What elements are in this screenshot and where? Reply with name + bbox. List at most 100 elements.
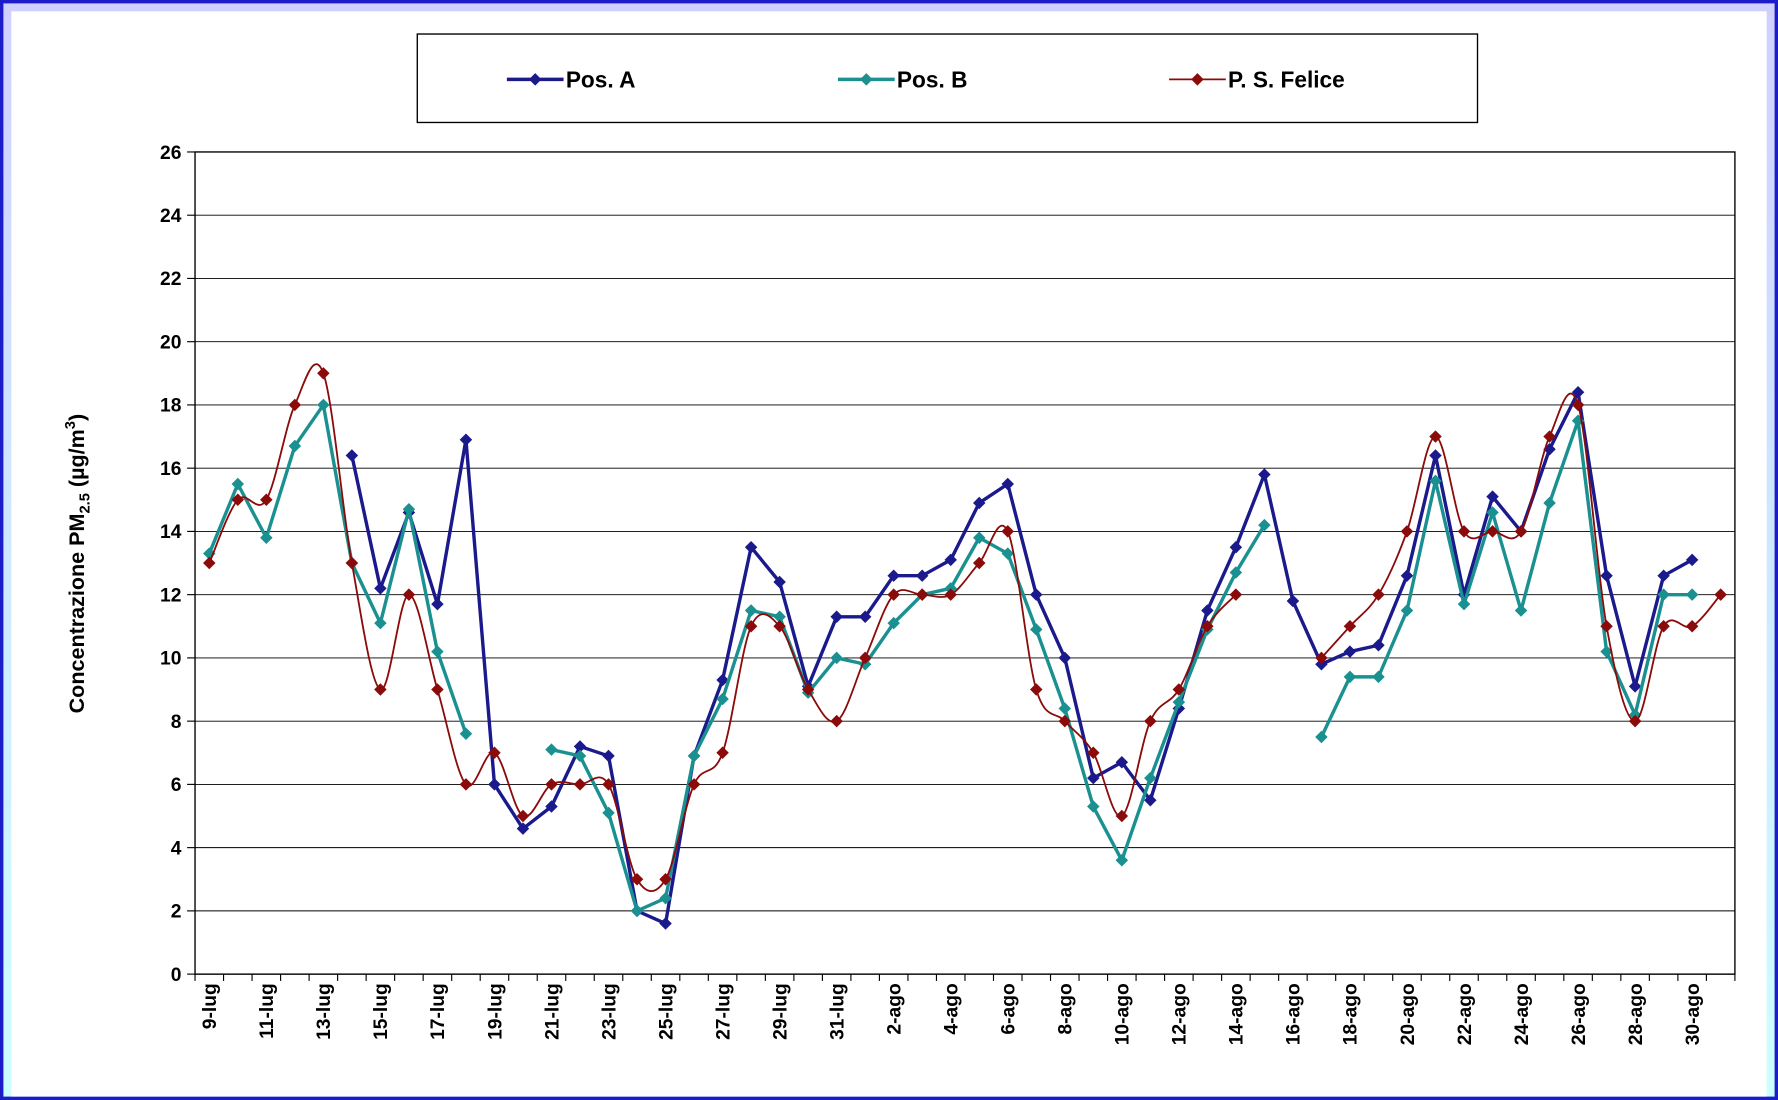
data-point <box>972 496 986 510</box>
y-axis-label-sup: 3 <box>63 421 79 429</box>
data-point <box>1172 695 1186 709</box>
y-axis-label: Concentrazione PM2.5 (µg/m3) <box>63 414 94 714</box>
x-tick-label: 21-lug <box>542 983 563 1040</box>
series-line <box>208 363 1722 893</box>
data-point <box>1543 496 1556 510</box>
data-point <box>1628 680 1642 693</box>
data-point <box>374 582 387 595</box>
data-point <box>1657 569 1670 582</box>
data-point <box>887 569 900 582</box>
x-tick-label: 6-ago <box>999 983 1020 1035</box>
data-point <box>260 531 273 544</box>
data-point <box>915 569 929 582</box>
data-point <box>1087 800 1100 813</box>
data-point <box>1144 771 1157 785</box>
data-point <box>431 645 444 658</box>
data-point <box>1657 588 1670 601</box>
x-tick-label: 25-lug <box>656 983 677 1040</box>
data-point <box>1600 620 1613 633</box>
data-point <box>1628 714 1642 728</box>
x-tick-label: 30-ago <box>1683 983 1704 1045</box>
x-tick-label: 15-lug <box>371 983 392 1040</box>
x-tick-label: 10-ago <box>1113 983 1134 1045</box>
x-tick-label: 14-ago <box>1227 983 1248 1045</box>
legend-box <box>416 33 1479 124</box>
data-point <box>972 556 986 570</box>
x-tick-label: 27-lug <box>713 983 734 1040</box>
data-point <box>1429 430 1442 443</box>
data-point <box>1115 756 1129 769</box>
y-axis-label-sub: 2.5 <box>78 493 94 513</box>
legend-label: Pos. B <box>897 66 968 92</box>
data-point <box>1286 594 1300 608</box>
x-tick-label: 20-ago <box>1398 983 1419 1045</box>
data-point <box>459 433 473 446</box>
data-point <box>944 588 957 601</box>
series-line <box>207 403 1693 913</box>
y-tick-label: 18 <box>160 396 182 417</box>
data-point <box>231 493 245 507</box>
data-point <box>1315 730 1328 744</box>
data-point <box>602 806 615 820</box>
data-point <box>744 540 758 554</box>
x-tick-label: 22-ago <box>1455 983 1476 1045</box>
legend-label: P. S. Felice <box>1228 66 1345 92</box>
data-point <box>1001 477 1014 491</box>
data-point <box>1229 540 1243 554</box>
data-point <box>1229 588 1243 601</box>
data-point <box>1058 714 1072 728</box>
data-point <box>887 616 900 630</box>
data-point <box>716 673 729 687</box>
data-point <box>203 556 216 570</box>
y-tick-label: 26 <box>160 143 182 164</box>
y-axis-label-part: Concentrazione PM <box>65 514 89 714</box>
y-tick-label: 0 <box>171 965 182 986</box>
data-point <box>402 588 416 601</box>
x-tick-label: 19-lug <box>485 983 506 1040</box>
y-tick-label: 2 <box>171 902 182 923</box>
y-tick-label: 16 <box>160 459 182 480</box>
x-tick-label: 28-ago <box>1626 983 1647 1045</box>
data-point <box>1343 620 1357 633</box>
data-point <box>1685 588 1699 601</box>
x-tick-label: 2-ago <box>884 983 905 1035</box>
x-tick-label: 31-lug <box>827 983 848 1040</box>
x-tick-label: 4-ago <box>942 983 963 1035</box>
data-point <box>459 727 473 741</box>
y-axis-label-part: ) <box>65 414 89 421</box>
y-tick-label: 24 <box>160 206 182 227</box>
data-point <box>1657 620 1670 633</box>
data-point <box>858 610 872 624</box>
data-point <box>260 493 273 507</box>
data-point <box>972 531 986 544</box>
y-axis-label-part: (µg/m <box>65 429 89 493</box>
data-point <box>1201 620 1214 633</box>
x-tick-label: 8-ago <box>1056 983 1077 1035</box>
legend-label: Pos. A <box>566 66 636 92</box>
data-point <box>1115 809 1129 823</box>
data-point <box>659 891 672 905</box>
x-tick-label: 24-ago <box>1512 983 1533 1045</box>
y-tick-label: 4 <box>171 838 182 859</box>
y-tick-label: 14 <box>160 522 182 543</box>
x-tick-label: 13-lug <box>314 983 335 1040</box>
y-tick-label: 8 <box>171 712 182 733</box>
data-point <box>1144 793 1157 807</box>
data-point <box>1343 645 1357 658</box>
data-point <box>1685 620 1699 633</box>
data-point <box>1144 714 1157 728</box>
x-tick-label: 29-lug <box>770 983 791 1040</box>
legend-marker <box>860 73 873 86</box>
data-point <box>1486 490 1499 503</box>
data-point <box>1600 645 1613 658</box>
x-tick-label: 18-ago <box>1341 983 1362 1045</box>
data-point <box>1543 430 1556 443</box>
y-tick-label: 20 <box>160 332 181 353</box>
data-point <box>402 503 416 516</box>
data-point <box>288 439 302 453</box>
legend-marker <box>1191 73 1204 86</box>
data-point <box>915 588 929 601</box>
data-point <box>1714 588 1727 601</box>
data-point <box>773 620 786 633</box>
